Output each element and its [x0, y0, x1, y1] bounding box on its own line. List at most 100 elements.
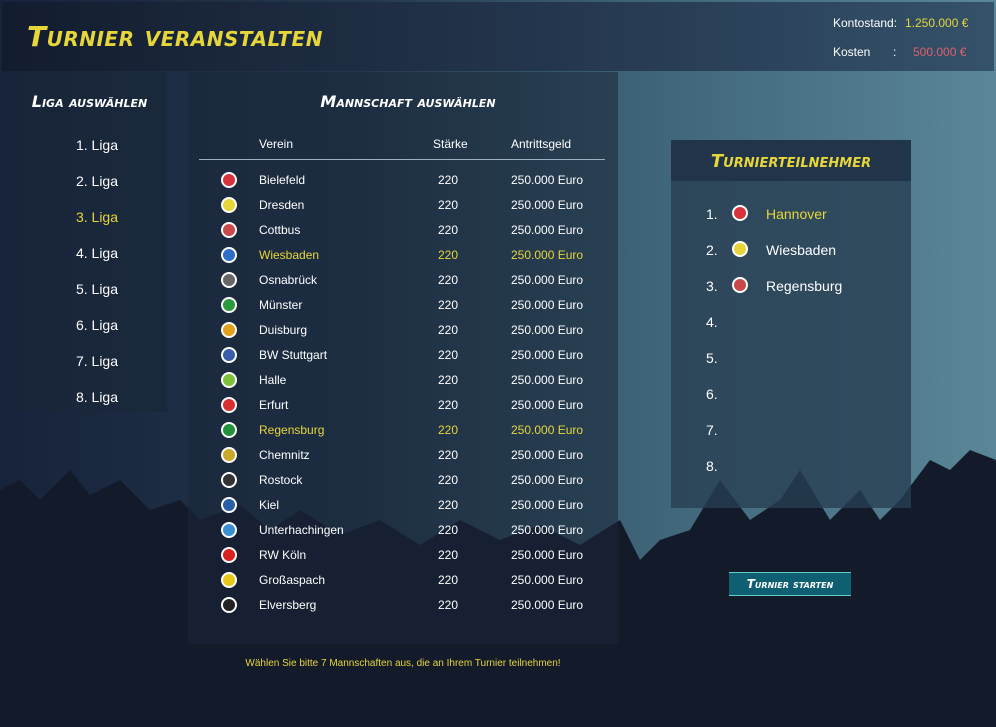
table-row[interactable]: Großaspach 220 250.000 Euro: [199, 570, 605, 590]
table-row[interactable]: Osnabrück 220 250.000 Euro: [199, 270, 605, 290]
slot-number: 6.: [706, 386, 718, 402]
team-fee: 250.000 Euro: [511, 348, 584, 362]
team-strength: 220: [438, 498, 459, 512]
table-row[interactable]: Münster 220 250.000 Euro: [199, 295, 605, 315]
table-row[interactable]: Dresden 220 250.000 Euro: [199, 195, 605, 215]
participants-header: [671, 140, 911, 181]
team-fee: 250.000 Euro: [511, 598, 584, 612]
team-logo-icon: [732, 277, 748, 293]
table-row[interactable]: Erfurt 220 250.000 Euro: [199, 395, 605, 415]
slot-number: 7.: [706, 422, 718, 438]
table-row[interactable]: Bielefeld 220 250.000 Euro: [199, 170, 605, 190]
team-fee: 250.000 Euro: [511, 473, 584, 487]
team-strength: 220: [438, 173, 459, 187]
league-item[interactable]: 2. Liga: [75, 173, 119, 189]
team-title: Mannschaft auswählen: [320, 92, 496, 111]
participants-title: Turnierteilnehmer: [710, 151, 872, 172]
table-row[interactable]: Halle 220 250.000 Euro: [199, 370, 605, 390]
team-name: Münster: [259, 298, 303, 312]
team-logo-icon: [732, 205, 748, 221]
team-logo-icon: [221, 497, 237, 513]
team-logo-icon: [221, 572, 237, 588]
team-name: Chemnitz: [259, 448, 310, 462]
table-row[interactable]: Wiesbaden 220 250.000 Euro: [199, 245, 605, 265]
team-strength: 220: [438, 398, 459, 412]
team-strength: 220: [438, 348, 459, 362]
league-item[interactable]: 6. Liga: [75, 317, 119, 333]
table-row[interactable]: BW Stuttgart 220 250.000 Euro: [199, 345, 605, 365]
league-item[interactable]: 1. Liga: [75, 137, 119, 153]
league-item[interactable]: 7. Liga: [75, 353, 119, 369]
balance: Kontostand: 1.250.000 €: [833, 16, 968, 30]
team-strength: 220: [438, 198, 459, 212]
participant-name: Regensburg: [766, 278, 843, 294]
team-logo-icon: [221, 447, 237, 463]
team-fee: 250.000 Euro: [511, 523, 584, 537]
team-fee: 250.000 Euro: [511, 398, 584, 412]
team-fee: 250.000 Euro: [511, 198, 584, 212]
team-name: Großaspach: [259, 573, 326, 587]
team-strength: 220: [438, 323, 459, 337]
team-strength: 220: [438, 248, 459, 262]
table-row[interactable]: Regensburg 220 250.000 Euro: [199, 420, 605, 440]
team-fee: 250.000 Euro: [511, 448, 584, 462]
slot-number: 2.: [706, 242, 718, 258]
team-name: Bielefeld: [259, 173, 306, 187]
team-fee: 250.000 Euro: [511, 323, 584, 337]
balance-value: 1.250.000 €: [905, 16, 969, 30]
team-name: Duisburg: [259, 323, 308, 337]
start-tournament-button[interactable]: Turnier starten: [729, 572, 851, 596]
participants-panel: [671, 140, 911, 508]
team-name: Erfurt: [259, 398, 289, 412]
team-logo-icon: [221, 197, 237, 213]
slot-number: 4.: [706, 314, 718, 330]
hint-text: Wählen Sie bitte 7 Mannschaften aus, die…: [245, 658, 561, 669]
league-title: Liga auswählen: [31, 92, 148, 111]
league-panel: [12, 72, 167, 412]
team-logo-icon: [221, 222, 237, 238]
team-strength: 220: [438, 573, 459, 587]
team-name: Dresden: [259, 198, 305, 212]
team-fee: 250.000 Euro: [511, 173, 584, 187]
league-item[interactable]: 3. Liga: [75, 209, 119, 225]
cost: Kosten: 500.000 €: [833, 45, 966, 59]
col-staerke: Stärke: [433, 137, 468, 151]
team-logo-icon: [221, 372, 237, 388]
team-logo-icon: [221, 172, 237, 188]
table-row[interactable]: Chemnitz 220 250.000 Euro: [199, 445, 605, 465]
league-item[interactable]: 5. Liga: [75, 281, 119, 297]
participant-name: Hannover: [766, 206, 827, 222]
balance-label: Kontostand:: [833, 16, 898, 30]
team-logo-icon: [221, 347, 237, 363]
team-name: Unterhachingen: [259, 523, 344, 537]
team-logo-icon: [221, 247, 237, 263]
team-panel: [188, 72, 618, 644]
team-name: Rostock: [259, 473, 303, 487]
table-row[interactable]: Rostock 220 250.000 Euro: [199, 470, 605, 490]
team-logo-icon: [221, 297, 237, 313]
table-row[interactable]: Unterhachingen 220 250.000 Euro: [199, 520, 605, 540]
team-strength: 220: [438, 473, 459, 487]
team-logo-icon: [221, 472, 237, 488]
header-divider: [199, 159, 605, 160]
team-logo-icon: [221, 272, 237, 288]
table-row[interactable]: Cottbus 220 250.000 Euro: [199, 220, 605, 240]
table-row[interactable]: Kiel 220 250.000 Euro: [199, 495, 605, 515]
team-name: Elversberg: [259, 598, 317, 612]
team-logo-icon: [221, 522, 237, 538]
table-row[interactable]: RW Köln 220 250.000 Euro: [199, 545, 605, 565]
team-name: Wiesbaden: [259, 248, 320, 262]
league-item[interactable]: 4. Liga: [75, 245, 119, 261]
team-strength: 220: [438, 448, 459, 462]
team-strength: 220: [438, 548, 459, 562]
team-name: Cottbus: [259, 223, 301, 237]
col-antrittsgeld: Antrittsgeld: [511, 137, 572, 151]
team-fee: 250.000 Euro: [511, 573, 584, 587]
league-item[interactable]: 8. Liga: [75, 389, 119, 405]
team-fee: 250.000 Euro: [511, 423, 584, 437]
participant-name: Wiesbaden: [766, 242, 837, 258]
table-row[interactable]: Duisburg 220 250.000 Euro: [199, 320, 605, 340]
team-name: BW Stuttgart: [259, 348, 328, 362]
team-name: Osnabrück: [259, 273, 318, 287]
table-row[interactable]: Elversberg 220 250.000 Euro: [199, 595, 605, 615]
